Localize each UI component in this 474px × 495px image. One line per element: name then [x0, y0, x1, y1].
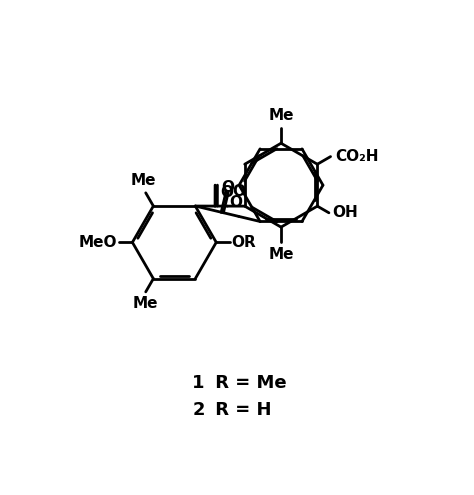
Text: MeO: MeO [79, 235, 117, 250]
Text: CO₂H: CO₂H [335, 149, 379, 164]
Text: R = H: R = H [209, 401, 271, 419]
Text: 1: 1 [192, 374, 205, 393]
Text: Me: Me [131, 173, 156, 188]
Text: O: O [233, 184, 246, 199]
Text: O: O [221, 180, 234, 195]
Text: O: O [220, 185, 233, 199]
Text: Me: Me [268, 108, 294, 123]
Text: Me: Me [133, 297, 158, 311]
Text: Me: Me [268, 247, 294, 262]
Text: OR: OR [231, 235, 256, 250]
Text: O: O [229, 195, 242, 210]
Text: R = Me: R = Me [209, 374, 286, 393]
Text: OH: OH [333, 205, 358, 220]
Text: 2: 2 [192, 401, 205, 419]
